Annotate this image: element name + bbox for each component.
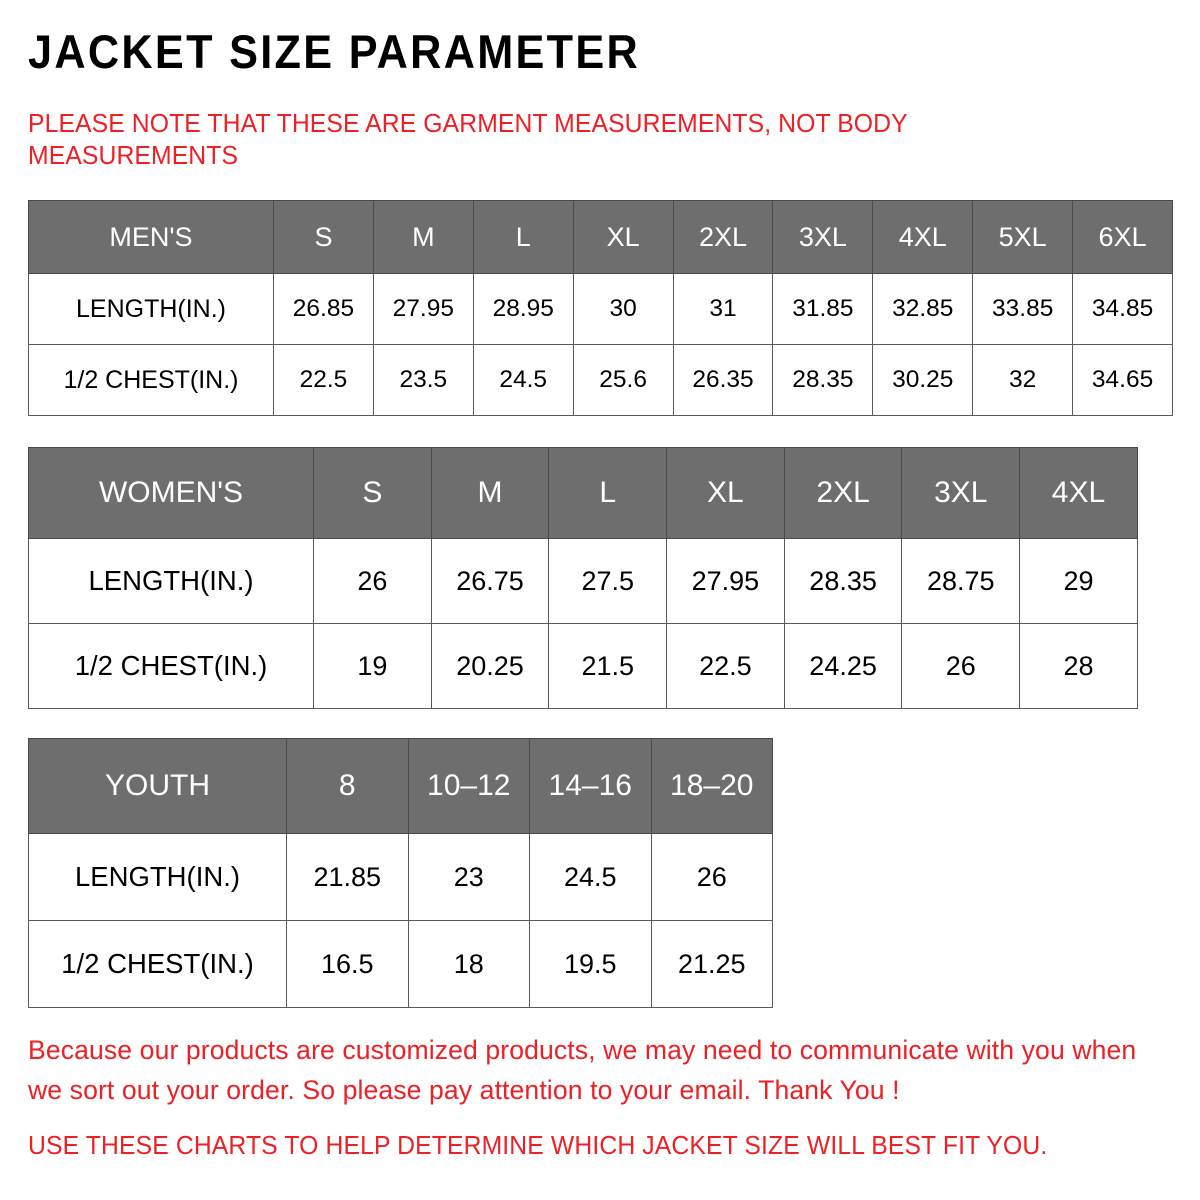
youth-table-head: YOUTH 8 10–12 14–16 18–20 — [28, 738, 773, 834]
womens-length-value: 27.95 — [666, 538, 785, 624]
womens-length-value: 29 — [1019, 538, 1138, 624]
youth-group-header: YOUTH — [28, 738, 287, 834]
mens-chest-value: 25.6 — [572, 344, 674, 416]
womens-chest-value: 24.25 — [783, 623, 903, 709]
youth-length-value: 24.5 — [529, 833, 652, 921]
mens-length-value: 27.95 — [372, 273, 474, 345]
womens-size-header-3xl: 3XL — [901, 447, 1021, 539]
mens-length-value: 33.85 — [972, 273, 1074, 345]
mens-size-table: MEN'S S M L XL 2XL 3XL 4XL 5XL 6XL LENGT… — [28, 200, 1174, 416]
youth-chest-value: 18 — [407, 920, 530, 1008]
youth-size-header-18-20: 18–20 — [650, 738, 773, 834]
youth-size-header-8: 8 — [286, 738, 409, 834]
mens-length-value: 31.85 — [772, 273, 874, 345]
womens-chest-label: 1/2 CHEST(IN.) — [28, 623, 314, 709]
mens-size-header-4xl: 4XL — [872, 200, 974, 274]
youth-chest-label: 1/2 CHEST(IN.) — [28, 920, 287, 1008]
table-header-row: YOUTH 8 10–12 14–16 18–20 — [28, 738, 773, 834]
table-row: LENGTH(IN.) 26.85 27.95 28.95 30 31 31.8… — [28, 273, 1174, 345]
womens-size-header-xl: XL — [666, 447, 785, 539]
youth-table-body: LENGTH(IN.) 21.85 23 24.5 26 1/2 CHEST(I… — [28, 833, 773, 1008]
womens-chest-value: 26 — [901, 623, 1021, 709]
mens-length-value: 32.85 — [872, 273, 974, 345]
womens-length-value: 28.35 — [783, 538, 903, 624]
mens-chest-value: 32 — [972, 344, 1074, 416]
womens-chest-value: 22.5 — [666, 623, 785, 709]
youth-size-header-10-12: 10–12 — [407, 738, 530, 834]
mens-size-header-6xl: 6XL — [1072, 200, 1174, 274]
youth-chest-value: 19.5 — [529, 920, 652, 1008]
youth-size-table: YOUTH 8 10–12 14–16 18–20 LENGTH(IN.) 21… — [28, 738, 773, 1008]
womens-chest-value: 20.25 — [430, 623, 550, 709]
mens-chest-value: 28.35 — [772, 344, 874, 416]
womens-size-header-s: S — [313, 447, 432, 539]
youth-chest-value: 16.5 — [286, 920, 409, 1008]
table-row: 1/2 CHEST(IN.) 22.5 23.5 24.5 25.6 26.35… — [28, 344, 1174, 416]
mens-size-header-l: L — [472, 200, 574, 274]
mens-length-value: 30 — [572, 273, 674, 345]
womens-chest-value: 19 — [313, 623, 432, 709]
mens-table-body: LENGTH(IN.) 26.85 27.95 28.95 30 31 31.8… — [28, 273, 1174, 416]
customization-note: Because our products are customized prod… — [28, 1035, 1137, 1105]
womens-length-value: 26 — [313, 538, 432, 624]
womens-size-table: WOMEN'S S M L XL 2XL 3XL 4XL LENGTH(IN.)… — [28, 447, 1138, 709]
youth-length-value: 23 — [407, 833, 530, 921]
mens-size-header-s: S — [273, 200, 374, 274]
mens-chest-value: 34.65 — [1072, 344, 1174, 416]
womens-table-head: WOMEN'S S M L XL 2XL 3XL 4XL — [28, 447, 1138, 539]
chart-usage-note: USE THESE CHARTS TO HELP DETERMINE WHICH… — [28, 1130, 1048, 1160]
mens-size-header-3xl: 3XL — [772, 200, 874, 274]
mens-size-header-2xl: 2XL — [672, 200, 774, 274]
youth-chest-value: 21.25 — [650, 920, 773, 1008]
table-header-row: MEN'S S M L XL 2XL 3XL 4XL 5XL 6XL — [28, 200, 1174, 274]
womens-table-body: LENGTH(IN.) 26 26.75 27.5 27.95 28.35 28… — [28, 538, 1138, 709]
womens-chest-value: 21.5 — [548, 623, 668, 709]
garment-measurement-notice: PLEASE NOTE THAT THESE ARE GARMENT MEASU… — [28, 110, 908, 170]
mens-size-header-5xl: 5XL — [972, 200, 1074, 274]
mens-size-header-xl: XL — [572, 200, 674, 274]
mens-length-value: 28.95 — [472, 273, 574, 345]
table-header-row: WOMEN'S S M L XL 2XL 3XL 4XL — [28, 447, 1138, 539]
womens-length-value: 26.75 — [430, 538, 550, 624]
mens-group-header: MEN'S — [28, 200, 274, 274]
table-row: LENGTH(IN.) 26 26.75 27.5 27.95 28.35 28… — [28, 538, 1138, 624]
womens-length-value: 27.5 — [548, 538, 668, 624]
womens-length-label: LENGTH(IN.) — [28, 538, 314, 624]
mens-length-value: 31 — [672, 273, 774, 345]
mens-length-label: LENGTH(IN.) — [28, 273, 274, 345]
womens-group-header: WOMEN'S — [28, 447, 314, 539]
mens-chest-value: 30.25 — [872, 344, 974, 416]
youth-length-value: 21.85 — [286, 833, 409, 921]
table-row: 1/2 CHEST(IN.) 16.5 18 19.5 21.25 — [28, 920, 773, 1008]
mens-chest-value: 26.35 — [672, 344, 774, 416]
youth-size-header-14-16: 14–16 — [529, 738, 652, 834]
mens-size-header-m: M — [372, 200, 474, 274]
mens-length-value: 34.85 — [1072, 273, 1174, 345]
mens-chest-value: 24.5 — [472, 344, 574, 416]
mens-chest-value: 22.5 — [273, 344, 374, 416]
mens-table-head: MEN'S S M L XL 2XL 3XL 4XL 5XL 6XL — [28, 200, 1174, 274]
page-title: JACKET SIZE PARAMETER — [28, 25, 641, 78]
womens-size-header-m: M — [430, 447, 550, 539]
table-row: LENGTH(IN.) 21.85 23 24.5 26 — [28, 833, 773, 921]
mens-length-value: 26.85 — [273, 273, 374, 345]
youth-length-value: 26 — [650, 833, 773, 921]
youth-length-label: LENGTH(IN.) — [28, 833, 287, 921]
mens-chest-label: 1/2 CHEST(IN.) — [28, 344, 274, 416]
mens-chest-value: 23.5 — [372, 344, 474, 416]
womens-size-header-4xl: 4XL — [1019, 447, 1138, 539]
womens-size-header-2xl: 2XL — [783, 447, 903, 539]
womens-size-header-l: L — [548, 447, 668, 539]
table-row: 1/2 CHEST(IN.) 19 20.25 21.5 22.5 24.25 … — [28, 623, 1138, 709]
womens-chest-value: 28 — [1019, 623, 1138, 709]
womens-length-value: 28.75 — [901, 538, 1021, 624]
